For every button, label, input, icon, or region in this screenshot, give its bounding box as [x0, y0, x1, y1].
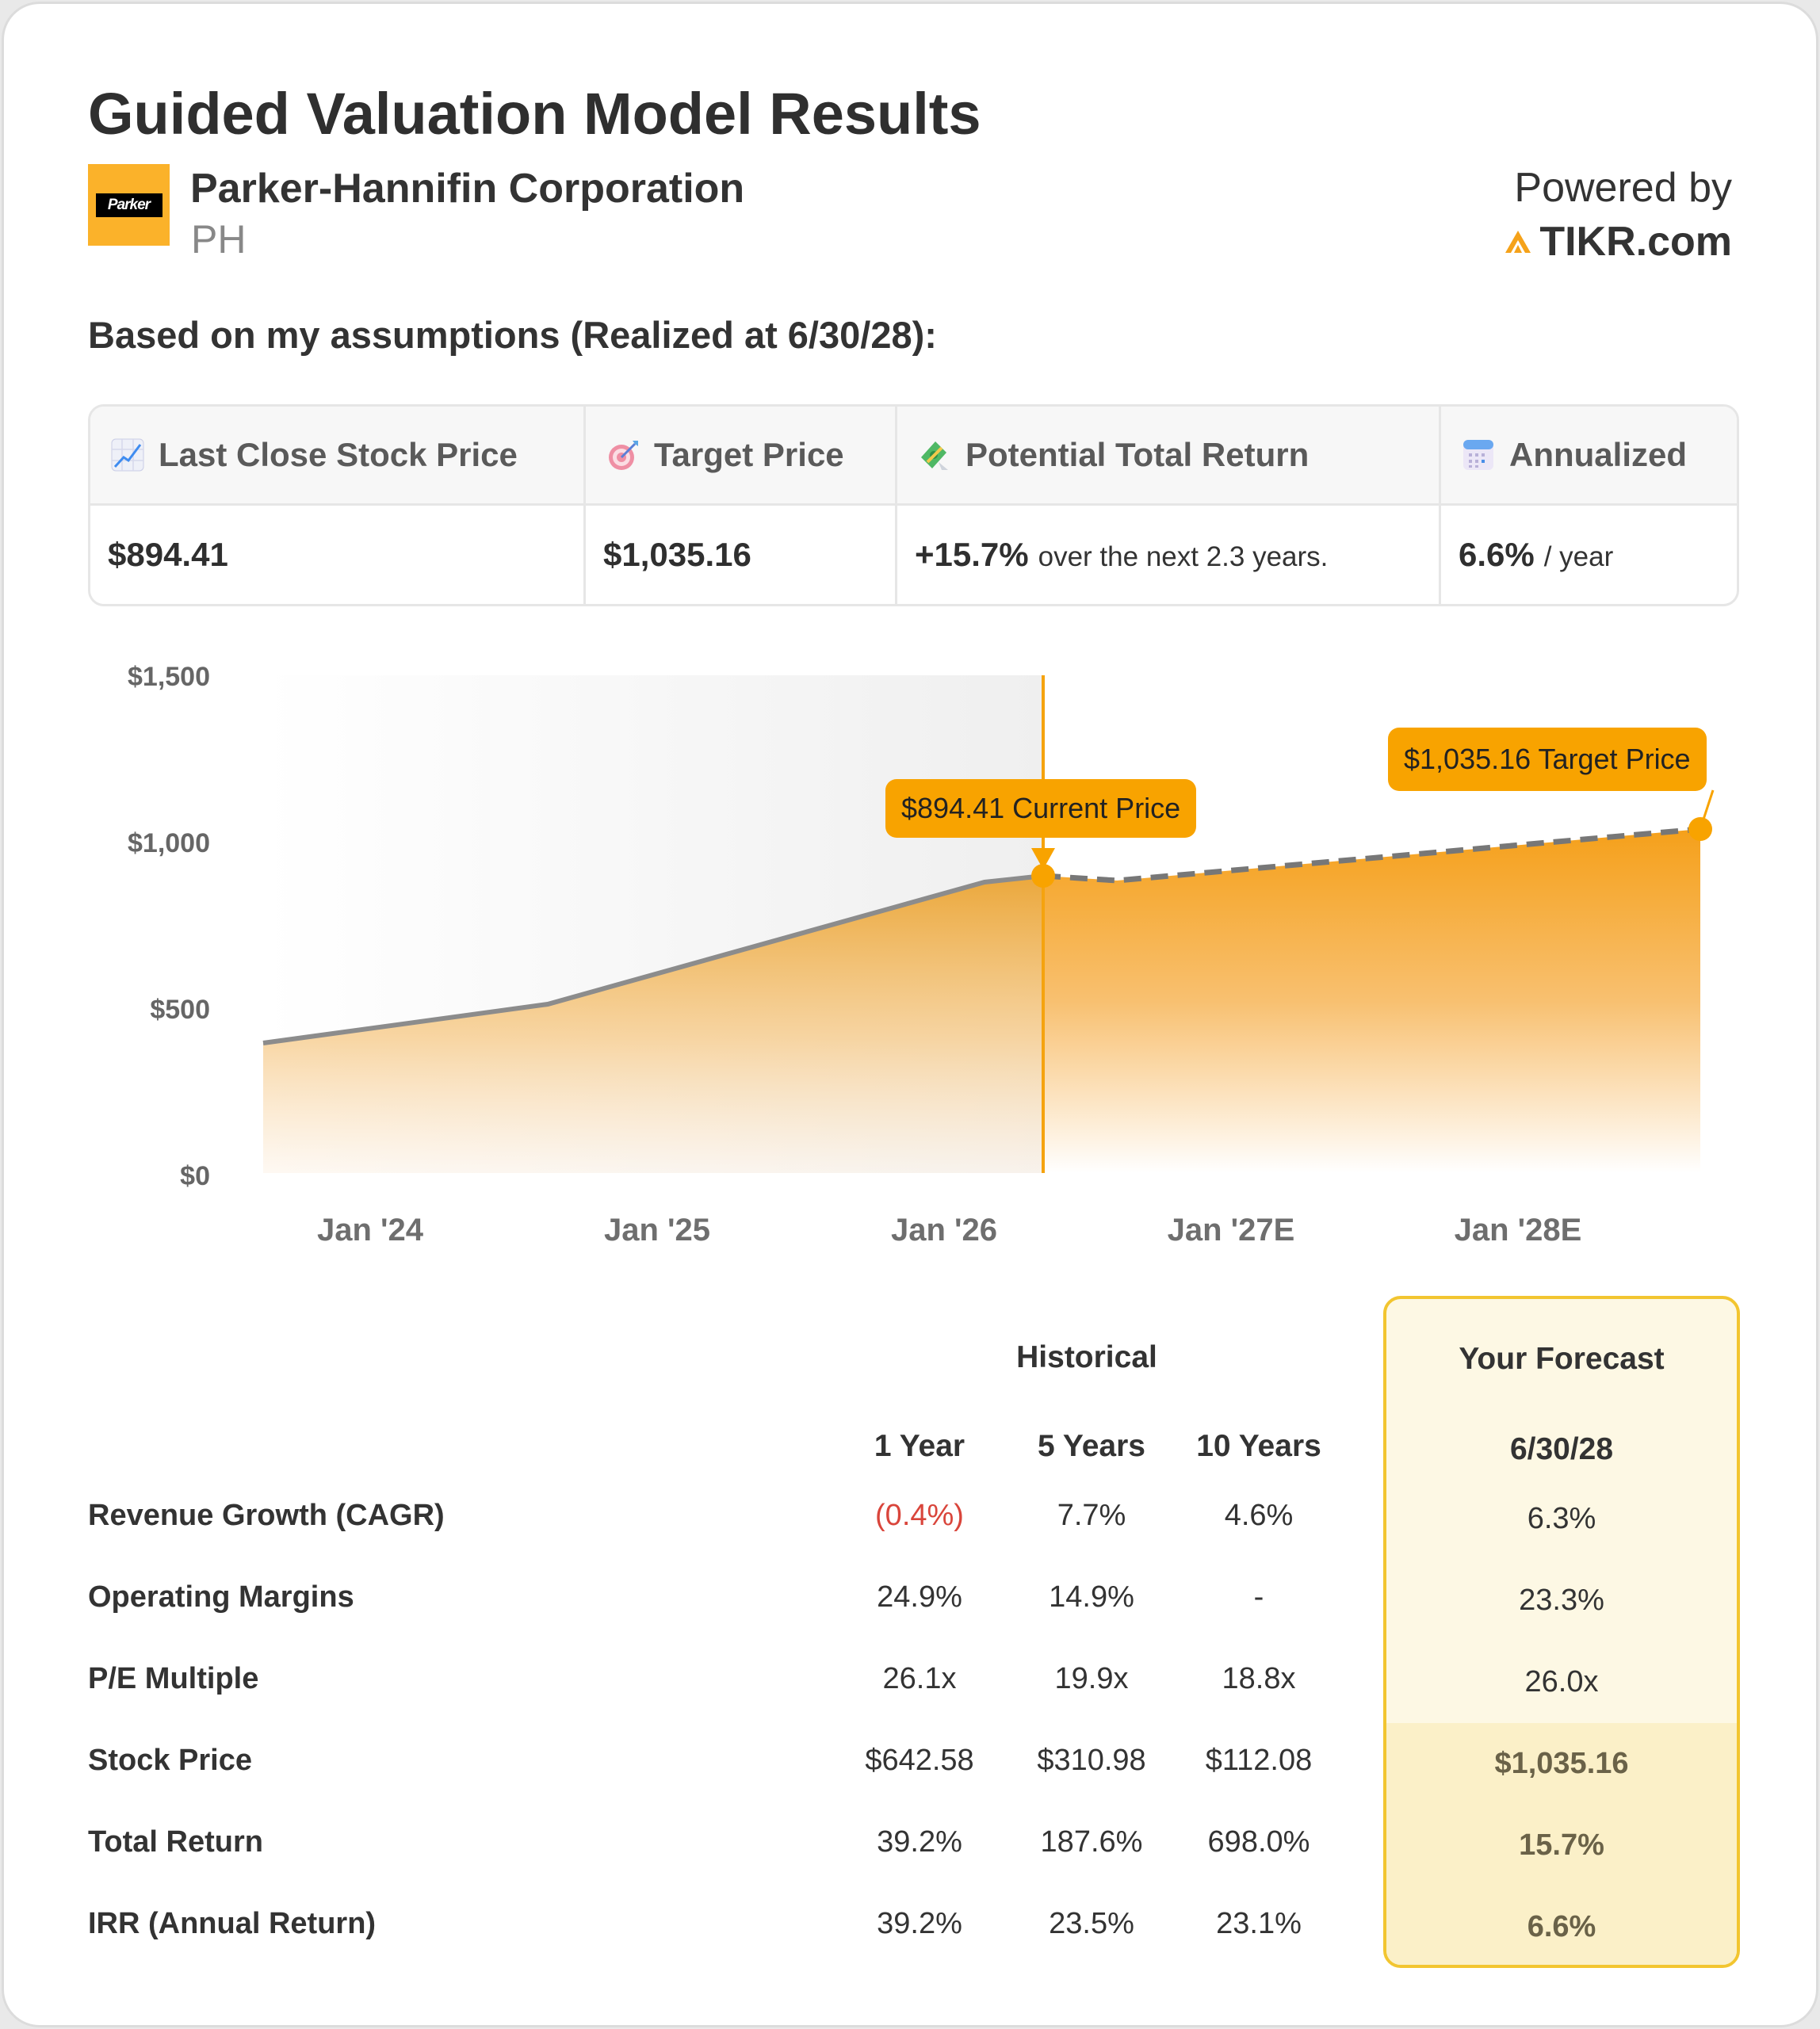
stock-price-forecast: $1,035.16	[1494, 1747, 1629, 1780]
irr-1y: 39.2%	[877, 1907, 962, 1940]
tikr-logo-icon	[1505, 231, 1531, 253]
pe-multiple-forecast: 26.0x	[1524, 1665, 1599, 1698]
header-total-return: Potential Total Return	[897, 407, 1441, 506]
company-name: Parker-Hannifin Corporation	[190, 166, 745, 212]
annualized-value: 6.6% / year	[1441, 506, 1737, 604]
total-return-5y: 187.6%	[1040, 1825, 1143, 1859]
col-1-year: 1 Year	[874, 1429, 965, 1463]
header-label: Last Close Stock Price	[159, 436, 518, 473]
stock-price-10y: $112.08	[1205, 1744, 1313, 1777]
total-return-note: over the next 2.3 years.	[1038, 541, 1329, 572]
revenue-growth-forecast: 6.3%	[1527, 1502, 1596, 1535]
x-tick-jan-28e: Jan '28E	[1454, 1213, 1582, 1248]
header-annualized: Annualized	[1441, 407, 1737, 506]
x-tick-jan-27e: Jan '27E	[1167, 1213, 1295, 1248]
stock-price-5y: $310.98	[1037, 1744, 1146, 1777]
irr-forecast: 6.6%	[1527, 1910, 1596, 1943]
target-icon	[606, 438, 640, 472]
operating-margins-1y: 24.9%	[877, 1580, 962, 1614]
y-tick-1000: $1,000	[128, 828, 210, 858]
annualized-percent: 6.6%	[1459, 536, 1535, 573]
row-label-stock-price: Stock Price	[88, 1744, 252, 1777]
total-return-forecast: 15.7%	[1519, 1828, 1604, 1862]
header-label: Potential Total Return	[965, 436, 1310, 473]
total-return-10y: 698.0%	[1207, 1825, 1310, 1859]
logo-wordmark: Parker	[95, 193, 162, 217]
forecast-highlight-band	[1386, 1723, 1737, 1965]
target-price-marker	[1688, 817, 1712, 841]
irr-10y: 23.1%	[1216, 1907, 1302, 1940]
powered-by-label: Powered by	[1514, 165, 1732, 211]
x-tick-jan-24: Jan '24	[316, 1213, 424, 1248]
money-with-wings-icon	[918, 438, 951, 472]
header-target-price: Target Price	[586, 407, 897, 506]
col-forecast-date: 6/30/28	[1509, 1432, 1614, 1466]
total-return-value: +15.7% over the next 2.3 years.	[897, 506, 1441, 604]
current-price-marker	[1031, 864, 1055, 888]
summary-table: Last Close Stock Price Target Price Pote…	[88, 404, 1739, 606]
operating-margins-5y: 14.9%	[1049, 1580, 1134, 1614]
y-tick-0: $0	[180, 1161, 210, 1191]
current-price-callout: $894.41 Current Price	[885, 779, 1197, 838]
company-logo: Parker	[88, 164, 170, 246]
header-label: Target Price	[654, 436, 844, 473]
x-tick-jan-25: Jan '25	[603, 1213, 711, 1248]
chart-plot-area	[262, 675, 1715, 1173]
y-tick-1500: $1,500	[128, 662, 210, 692]
ticker-symbol: PH	[191, 217, 247, 262]
col-5-years: 5 Years	[1038, 1429, 1145, 1463]
row-label-irr: IRR (Annual Return)	[88, 1907, 377, 1940]
tikr-brand-text: TIKR.com	[1539, 219, 1732, 265]
revenue-growth-5y: 7.7%	[1057, 1499, 1126, 1532]
historical-header: Historical	[1016, 1340, 1157, 1374]
total-return-percent: +15.7%	[915, 536, 1029, 573]
revenue-growth-10y: 4.6%	[1224, 1499, 1294, 1532]
operating-margins-forecast: 23.3%	[1519, 1584, 1604, 1617]
row-label-operating-margins: Operating Margins	[88, 1580, 354, 1614]
page-title: Guided Valuation Model Results	[88, 81, 981, 147]
assumptions-heading: Based on my assumptions (Realized at 6/3…	[88, 314, 937, 356]
pe-multiple-5y: 19.9x	[1054, 1662, 1129, 1695]
calendar-icon	[1462, 438, 1495, 472]
target-price-value: $1,035.16	[586, 506, 897, 604]
header-label: Annualized	[1509, 436, 1688, 473]
header-last-close: Last Close Stock Price	[90, 407, 586, 506]
forecast-column-box	[1383, 1296, 1740, 1968]
row-label-total-return: Total Return	[88, 1825, 263, 1859]
target-price-callout: $1,035.16 Target Price	[1388, 728, 1707, 791]
irr-5y: 23.5%	[1049, 1907, 1134, 1940]
stock-price-1y: $642.58	[865, 1744, 974, 1777]
row-label-pe-multiple: P/E Multiple	[88, 1662, 259, 1695]
annualized-note: / year	[1543, 541, 1614, 572]
operating-margins-10y: -	[1253, 1580, 1264, 1614]
price-chart: $1,500 $1,000 $500 $0	[4, 638, 1820, 1272]
row-label-revenue-growth: Revenue Growth (CAGR)	[88, 1499, 445, 1532]
pe-multiple-10y: 18.8x	[1222, 1662, 1296, 1695]
forecast-header: Your Forecast	[1459, 1342, 1665, 1376]
pe-multiple-1y: 26.1x	[882, 1662, 957, 1695]
tikr-link[interactable]: TIKR.com	[1505, 218, 1732, 266]
col-10-years: 10 Years	[1196, 1429, 1321, 1463]
total-return-1y: 39.2%	[877, 1825, 962, 1859]
revenue-growth-1y: (0.4%)	[875, 1499, 964, 1532]
x-tick-jan-26: Jan '26	[890, 1213, 998, 1248]
y-tick-500: $500	[150, 995, 210, 1025]
last-close-value: $894.41	[90, 506, 586, 604]
chart-increasing-icon	[111, 438, 144, 472]
powered-by: Powered by TIKR.com	[1505, 164, 1732, 266]
